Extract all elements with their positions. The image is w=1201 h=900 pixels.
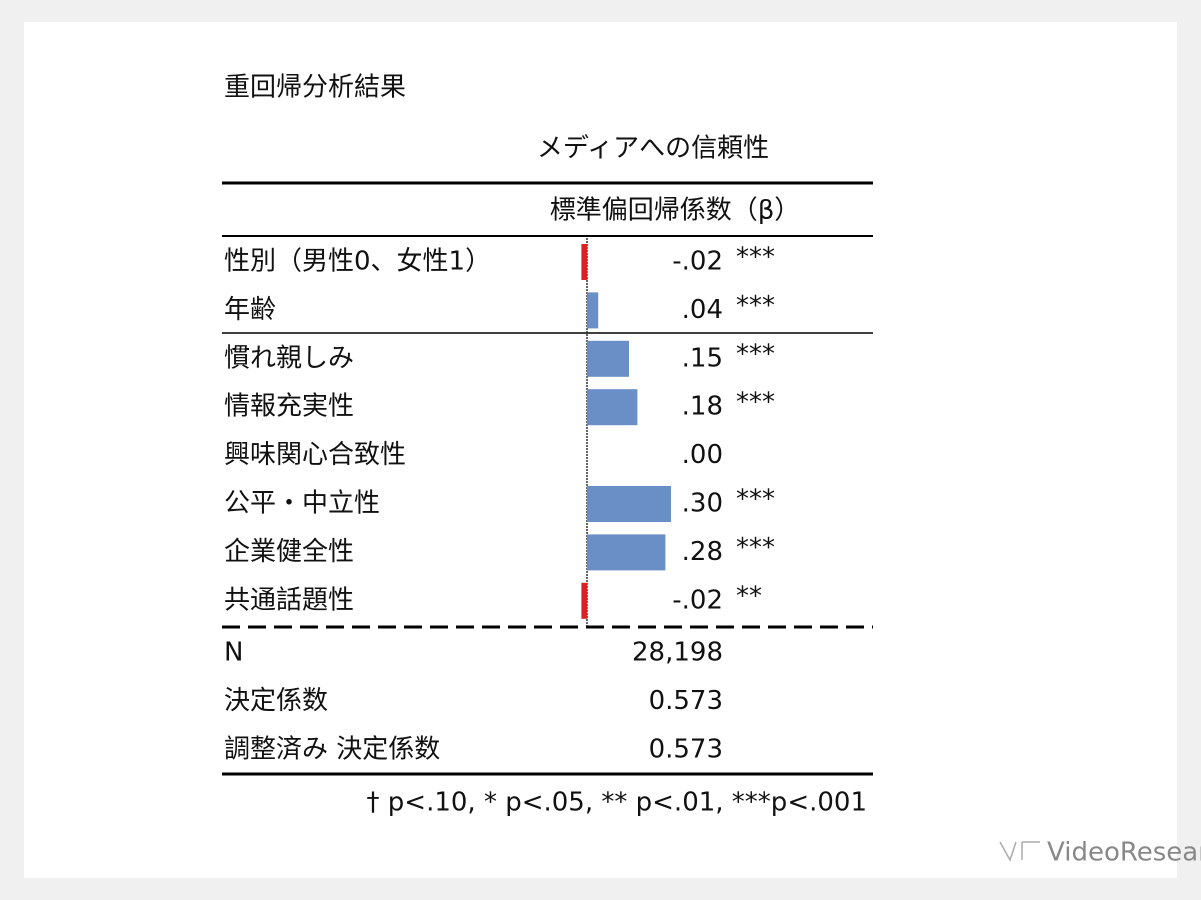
row-label: 年齢 [224,295,276,325]
row-label: 慣れ親しみ [224,343,354,373]
value-label: .18 [682,392,723,422]
significance: *** [736,485,775,515]
value-label: .04 [682,295,723,325]
significance: *** [736,388,775,418]
bar [581,582,587,619]
table-title: メディアへの信頼性 [537,134,769,164]
slide-title: 重回帰分析結果 [224,73,406,103]
stat-label: N [224,638,243,668]
bar [587,340,629,377]
row-label: 性別（男性0、女性1） [224,247,491,277]
bar [581,244,587,280]
row-label: 情報充実性 [224,392,354,422]
row-label: 興味関心合致性 [224,440,406,470]
stat-value: 28,198 [632,638,723,668]
stat-value: 0.573 [649,734,723,764]
value-label: -.02 [672,585,723,615]
value-label: .28 [682,537,723,567]
stat-label: 調整済み 決定係数 [224,734,440,764]
bar [587,389,638,426]
column-header: 標準偏回帰係数（β） [550,196,801,226]
bar [587,534,666,571]
note: † p<.10, * p<.05, ** p<.01, ***p<.001 [367,788,867,818]
value-label: .00 [682,440,723,470]
significance: *** [736,339,775,369]
stat-value: 0.573 [649,686,723,716]
bar [587,486,671,522]
bar [587,292,599,329]
value-label: .15 [682,343,723,373]
row-label: 共通話題性 [224,585,354,615]
value-label: .30 [682,489,723,519]
logo-mark [999,841,1040,862]
significance: ** [736,581,762,611]
logo: VideoResearch [999,838,1201,868]
card [24,22,1177,878]
row-label: 公平・中立性 [224,489,380,519]
significance: *** [736,243,775,273]
row-label: 企業健全性 [224,537,354,567]
logo-text: VideoResearch [1047,838,1201,868]
value-label: -.02 [672,247,723,277]
significance: *** [736,533,775,563]
significance: *** [736,291,775,321]
stat-label: 決定係数 [224,686,328,716]
